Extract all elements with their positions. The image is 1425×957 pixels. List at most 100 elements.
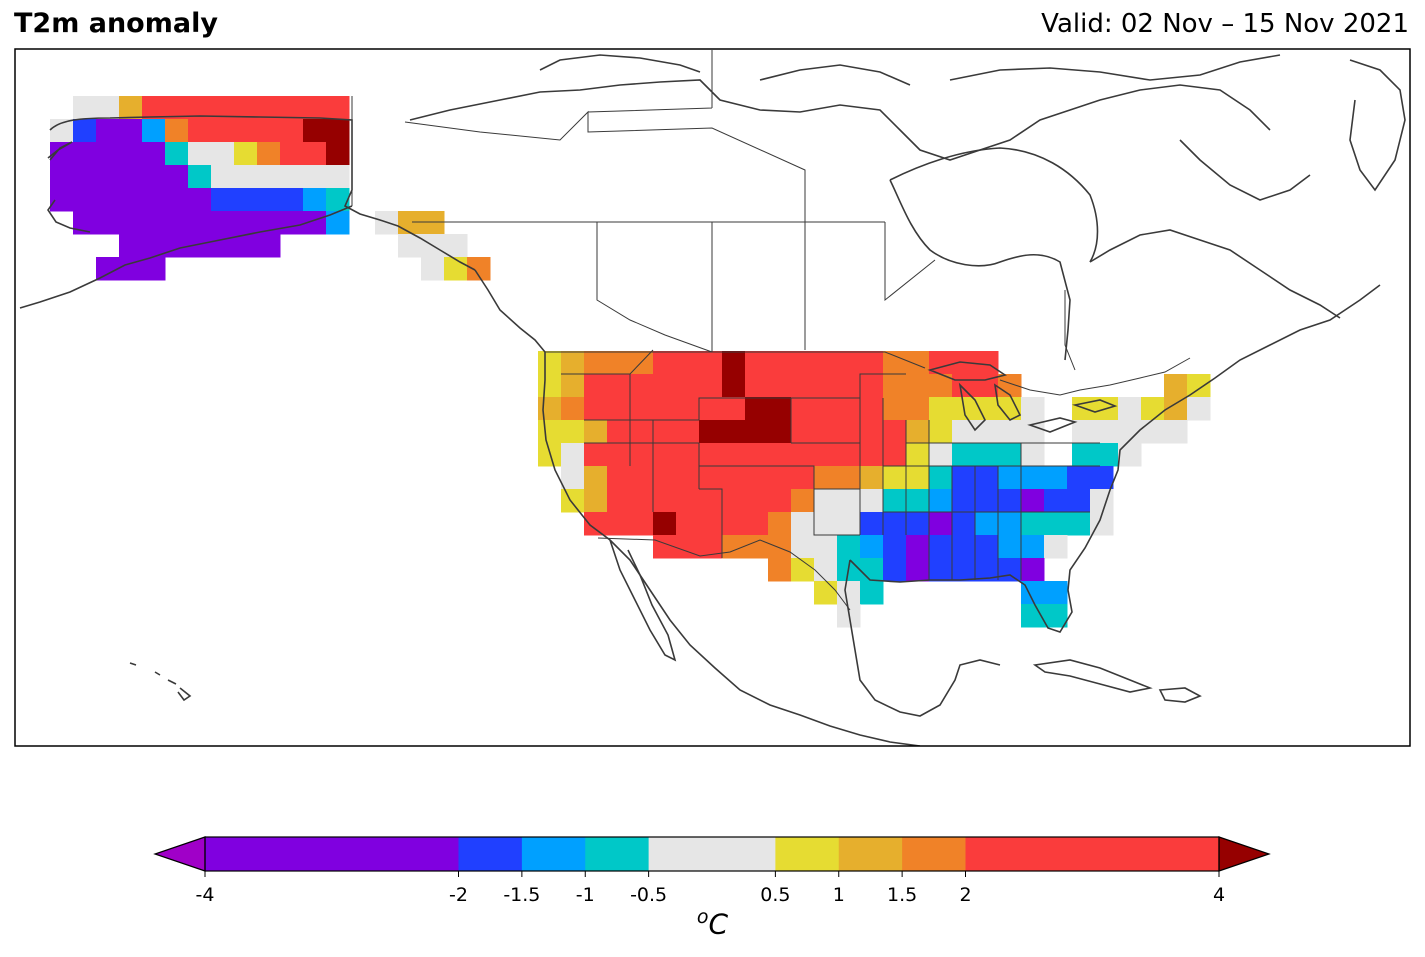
grid-cell xyxy=(50,165,74,189)
grid-cell xyxy=(50,188,74,212)
grid-cell xyxy=(791,443,815,467)
colorbar-tick-label: 2 xyxy=(959,884,971,906)
grid-cell xyxy=(837,489,861,513)
grid-cell xyxy=(142,211,166,235)
grid-cell xyxy=(837,466,861,490)
grid-cell xyxy=(768,466,792,490)
grid-cell xyxy=(676,535,700,559)
grid-cell xyxy=(883,397,907,421)
border-us-mexico xyxy=(597,537,851,611)
grid-cell xyxy=(1067,489,1091,513)
grid-cell xyxy=(630,420,654,444)
grid-cell xyxy=(699,443,723,467)
grid-cell xyxy=(975,489,999,513)
colorbar-segment xyxy=(775,837,840,871)
grid-cell xyxy=(607,374,631,398)
grid-cell xyxy=(676,420,700,444)
grid-cell xyxy=(1021,535,1045,559)
grid-cell xyxy=(653,351,677,375)
grid-cell xyxy=(584,420,608,444)
grid-cell xyxy=(584,443,608,467)
grid-cell xyxy=(257,165,281,189)
grid-cell xyxy=(73,142,97,166)
grid-cell xyxy=(791,512,815,536)
grid-cell xyxy=(280,96,304,120)
grid-cell xyxy=(860,489,884,513)
colorbar-segment xyxy=(458,837,523,871)
colorbar-tick-label: -0.5 xyxy=(630,884,667,906)
colorbar-tick-label: -1 xyxy=(576,884,595,906)
grid-cell xyxy=(768,512,792,536)
grid-cell xyxy=(211,188,235,212)
grid-cell xyxy=(96,142,120,166)
grid-cell xyxy=(1044,581,1068,605)
grid-cell xyxy=(280,188,304,212)
grid-cell xyxy=(303,188,327,212)
grid-cell xyxy=(975,443,999,467)
grid-cell xyxy=(906,420,930,444)
grid-cell xyxy=(952,558,976,582)
grid-cell xyxy=(1067,512,1091,536)
grid-cell xyxy=(768,420,792,444)
grid-cell xyxy=(929,397,953,421)
grid-cell xyxy=(188,96,212,120)
grid-cell xyxy=(1021,581,1045,605)
colorbar-segment xyxy=(965,837,1220,871)
grid-cell xyxy=(699,535,723,559)
grid-cell xyxy=(653,512,677,536)
grid-cell xyxy=(883,374,907,398)
grid-cell xyxy=(326,165,350,189)
grid-cell xyxy=(1141,420,1165,444)
grid-cell xyxy=(561,397,585,421)
grid-cell xyxy=(561,420,585,444)
grid-cell xyxy=(165,96,189,120)
grid-cell xyxy=(1164,397,1188,421)
grid-cell xyxy=(791,558,815,582)
coastline-hawaii xyxy=(129,662,192,702)
grid-cell xyxy=(975,397,999,421)
grid-cell xyxy=(745,489,769,513)
grid-cell xyxy=(676,397,700,421)
colorbar-tick-label: -2 xyxy=(449,884,468,906)
grid-cell xyxy=(722,374,746,398)
grid-cell xyxy=(467,257,491,281)
grid-cell xyxy=(906,512,930,536)
grid-cell xyxy=(952,466,976,490)
grid-cell xyxy=(1021,420,1045,444)
grid-cell xyxy=(814,420,838,444)
grid-cell xyxy=(630,443,654,467)
grid-cell xyxy=(722,443,746,467)
grid-cell xyxy=(1044,512,1068,536)
grid-cell xyxy=(860,374,884,398)
grid-cell xyxy=(860,512,884,536)
grid-cell xyxy=(607,512,631,536)
grid-cell xyxy=(998,397,1022,421)
grid-cell xyxy=(791,420,815,444)
grid-cell xyxy=(607,466,631,490)
grid-cell xyxy=(165,188,189,212)
grid-cell xyxy=(745,443,769,467)
grid-cell xyxy=(883,512,907,536)
grid-cell xyxy=(1095,420,1119,444)
grid-cell xyxy=(119,142,143,166)
grid-cell xyxy=(975,535,999,559)
grid-cell xyxy=(421,257,445,281)
grid-cell xyxy=(142,257,166,281)
grid-cell xyxy=(952,489,976,513)
grid-cell xyxy=(699,466,723,490)
grid-cell xyxy=(1044,535,1068,559)
grid-cell xyxy=(860,558,884,582)
grid-cell xyxy=(73,165,97,189)
valid-period-label: Valid: 02 Nov – 15 Nov 2021 xyxy=(1041,9,1409,39)
grid-cell xyxy=(860,351,884,375)
grid-cell xyxy=(280,142,304,166)
colorbar-tick-label: -4 xyxy=(196,884,215,906)
grid-cell xyxy=(119,234,143,258)
grid-cell xyxy=(119,257,143,281)
grid-cell xyxy=(96,96,120,120)
grid-cell xyxy=(791,397,815,421)
political-borders xyxy=(351,50,1191,611)
grid-cell xyxy=(883,466,907,490)
grid-cell xyxy=(211,96,235,120)
grid-cell xyxy=(1072,420,1096,444)
